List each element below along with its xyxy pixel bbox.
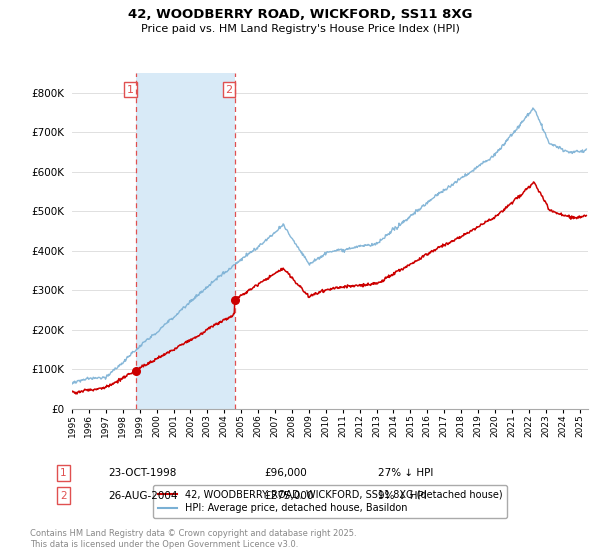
Text: 27% ↓ HPI: 27% ↓ HPI <box>378 468 433 478</box>
Text: 26-AUG-2004: 26-AUG-2004 <box>108 491 178 501</box>
Text: Price paid vs. HM Land Registry's House Price Index (HPI): Price paid vs. HM Land Registry's House … <box>140 24 460 34</box>
Bar <box>136 73 235 409</box>
Text: Contains HM Land Registry data © Crown copyright and database right 2025.
This d: Contains HM Land Registry data © Crown c… <box>30 529 356 549</box>
Text: 42, WOODBERRY ROAD, WICKFORD, SS11 8XG: 42, WOODBERRY ROAD, WICKFORD, SS11 8XG <box>128 8 472 21</box>
Legend: 42, WOODBERRY ROAD, WICKFORD, SS11 8XG (detached house), HPI: Average price, det: 42, WOODBERRY ROAD, WICKFORD, SS11 8XG (… <box>153 484 507 518</box>
Text: 9% ↓ HPI: 9% ↓ HPI <box>378 491 427 501</box>
Text: 2: 2 <box>60 491 67 501</box>
Text: 2: 2 <box>226 85 233 95</box>
Text: £275,000: £275,000 <box>264 491 313 501</box>
Text: 1: 1 <box>127 85 134 95</box>
Text: 23-OCT-1998: 23-OCT-1998 <box>108 468 176 478</box>
Text: £96,000: £96,000 <box>264 468 307 478</box>
Text: 1: 1 <box>60 468 67 478</box>
